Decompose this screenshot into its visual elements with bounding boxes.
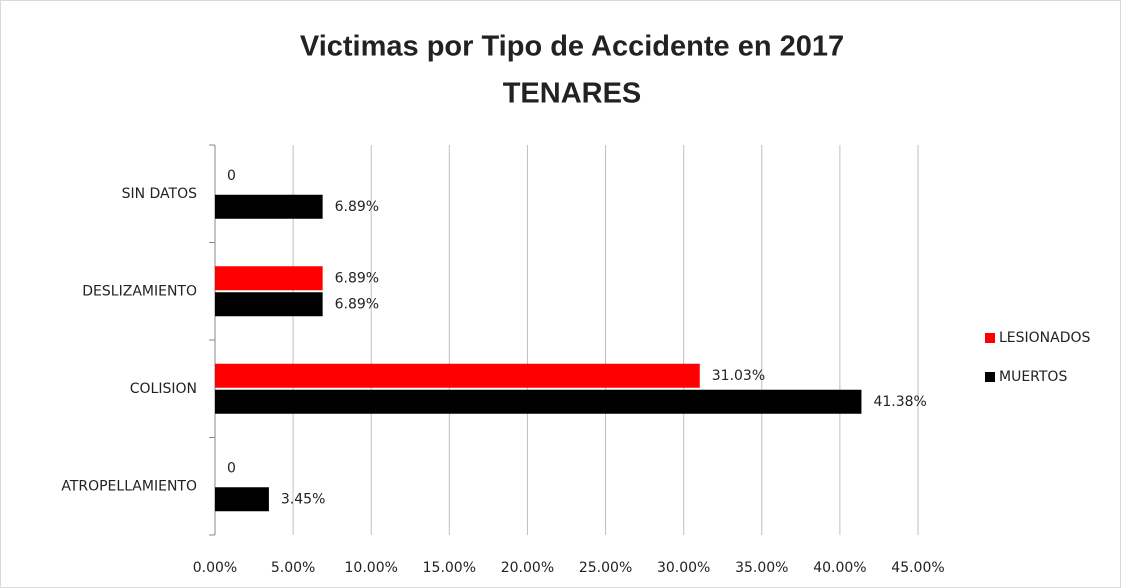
- x-tick-label: 15.00%: [423, 560, 476, 576]
- y-tick-label: ATROPELLAMIENTO: [61, 478, 197, 494]
- value-label: 6.89%: [335, 296, 379, 312]
- bar: [215, 389, 862, 414]
- x-tick-label: 45.00%: [891, 560, 944, 576]
- x-tick-label: 10.00%: [345, 560, 398, 576]
- y-tick-label: SIN DATOS: [122, 186, 198, 202]
- x-tick-label: 30.00%: [657, 560, 710, 576]
- x-tick-label: 40.00%: [813, 560, 866, 576]
- value-label: 3.45%: [281, 491, 325, 507]
- value-label: 0: [227, 460, 236, 476]
- legend-label: MUERTOS: [999, 369, 1067, 385]
- bar: [215, 487, 269, 512]
- bar: [215, 363, 700, 388]
- x-tick-label: 25.00%: [579, 560, 632, 576]
- value-label: 31.03%: [712, 368, 765, 384]
- value-label: 6.89%: [335, 270, 379, 286]
- bar: [215, 266, 323, 291]
- bar: [215, 194, 323, 219]
- legend-swatch: [985, 333, 995, 343]
- value-label: 6.89%: [335, 199, 379, 215]
- x-tick-label: 35.00%: [735, 560, 788, 576]
- bar: [215, 292, 323, 317]
- value-label: 0: [227, 168, 236, 184]
- y-tick-label: COLISION: [130, 381, 197, 397]
- chart-subtitle: TENARES: [503, 78, 642, 110]
- legend-label: LESIONADOS: [999, 330, 1091, 346]
- value-label: 41.38%: [873, 394, 926, 410]
- legend-swatch: [985, 372, 995, 382]
- x-tick-label: 20.00%: [501, 560, 554, 576]
- x-tick-label: 0.00%: [193, 560, 237, 576]
- y-tick-label: DESLIZAMIENTO: [82, 283, 197, 299]
- chart-title: Victimas por Tipo de Accidente en 2017: [300, 31, 844, 63]
- x-tick-label: 5.00%: [271, 560, 315, 576]
